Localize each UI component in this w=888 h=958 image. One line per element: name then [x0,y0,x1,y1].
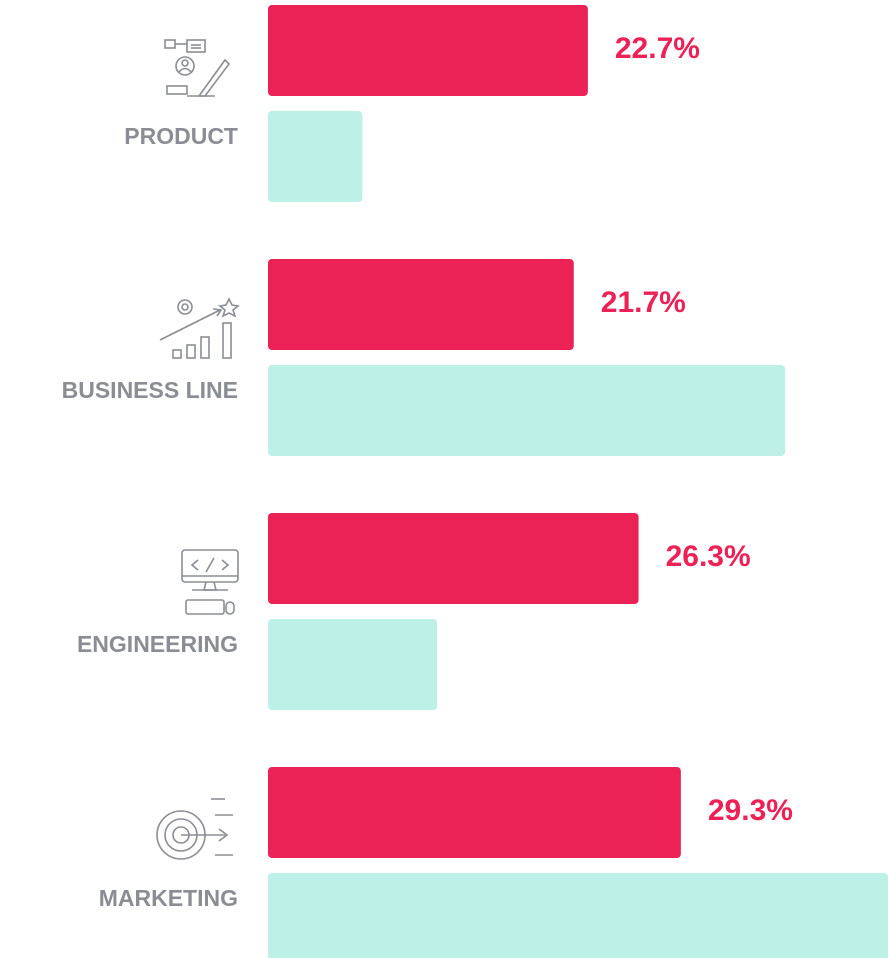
bar [268,259,574,350]
product-icon [164,39,231,97]
bar [268,111,363,202]
category-label: BUSINESS LINE [62,377,238,403]
bar [268,767,681,858]
bar [268,365,786,456]
category-label: MARKETING [99,885,238,911]
category-label: PRODUCT [124,123,238,149]
marketing-icon [156,798,233,860]
business-icon [159,297,240,359]
value-label: 21.7% [601,286,686,319]
bar [268,5,588,96]
value-label: 26.3% [666,540,751,573]
bar [268,619,438,710]
engineering-icon [181,549,239,615]
bar [268,873,888,958]
category-label: ENGINEERING [77,631,238,657]
bar [268,513,639,604]
value-label: 29.3% [708,794,793,827]
value-label: 22.7% [615,32,700,65]
